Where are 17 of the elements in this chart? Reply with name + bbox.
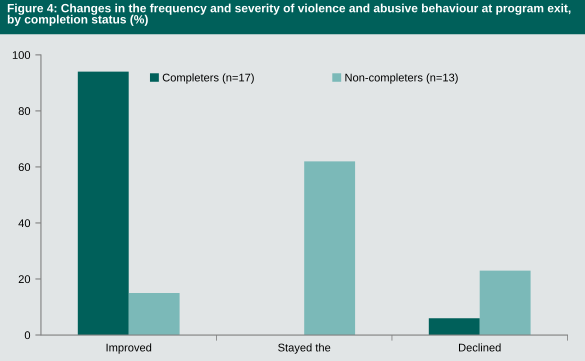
bar xyxy=(128,292,180,336)
y-tick-label: 100 xyxy=(12,51,30,60)
bar xyxy=(480,270,531,336)
y-tick-label: 20 xyxy=(18,275,30,284)
bar xyxy=(78,72,129,336)
y-tick-label: 0 xyxy=(24,331,30,340)
chart-title: Figure 4: Changes in the frequency and severity of violence and abusive behaviour at program exit, by completion status (%) xyxy=(8,4,570,26)
legend-label: Non-completers (n=13) xyxy=(345,73,458,84)
y-tick-label: 60 xyxy=(18,163,30,172)
y-tick-label: 80 xyxy=(18,107,30,116)
bar xyxy=(428,318,480,336)
x-tick-label: Declined xyxy=(458,343,501,352)
bar xyxy=(304,161,356,336)
x-tick-label: Stayed the xyxy=(278,343,330,354)
x-tick-label: Improved xyxy=(106,343,152,354)
y-tick-label: 40 xyxy=(18,219,30,228)
legend-label: Completers (n=17) xyxy=(162,73,254,84)
